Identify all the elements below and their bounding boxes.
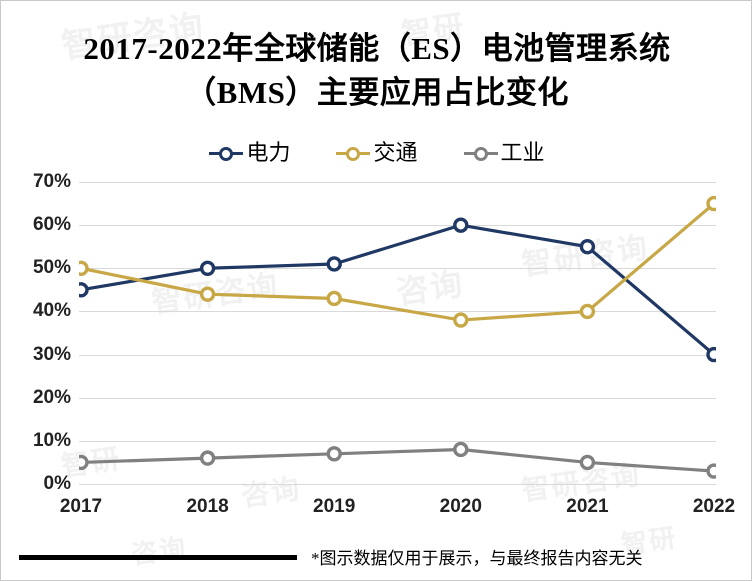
data-point-marker[interactable]: [579, 239, 596, 255]
data-point-marker[interactable]: [326, 290, 342, 307]
series-交通: [79, 201, 716, 322]
y-axis-labels: 0% 10% 20% 30% 40% 50% 60% 70%: [1, 171, 71, 494]
x-axis-tick-label: 2017: [59, 496, 103, 517]
series-电力: [79, 223, 716, 357]
legend-label: 电力: [246, 140, 291, 165]
data-point-marker[interactable]: [706, 195, 716, 212]
plot-area: [79, 182, 716, 485]
legend-label: 交通: [373, 140, 418, 165]
legend-item-industry[interactable]: 工业: [463, 140, 545, 165]
y-axis-tick-label: 30%: [32, 343, 71, 365]
chart-legend: 电力 交通 工业: [1, 140, 751, 165]
legend-label: 工业: [500, 140, 545, 165]
series-工业: [79, 447, 716, 473]
data-point-marker[interactable]: [579, 454, 596, 471]
gridline: [79, 440, 716, 442]
gridline: [79, 182, 716, 183]
series-lines: [79, 195, 716, 479]
y-axis-tick-label: 70%: [32, 171, 71, 192]
footer-rule: [19, 555, 297, 560]
y-axis-tick-label: 10%: [32, 429, 71, 451]
data-point-marker[interactable]: [706, 346, 716, 363]
gridline: [79, 268, 716, 270]
data-point-marker[interactable]: [453, 217, 469, 233]
data-point-marker[interactable]: [579, 303, 596, 320]
gridline: [79, 225, 716, 227]
data-point-marker[interactable]: [199, 450, 216, 466]
data-point-marker[interactable]: [326, 256, 342, 272]
y-axis-tick-label: 0%: [43, 473, 71, 494]
gridline: [79, 397, 716, 399]
gridline: [79, 311, 716, 313]
footnote-text: *图示数据仅用于展示，与最终报告内容无关: [311, 549, 643, 568]
x-axis-tick-label: 2019: [313, 496, 356, 517]
series-line: [79, 201, 716, 322]
x-axis-tick-label: 2022: [692, 496, 736, 517]
legend-item-transport[interactable]: 交通: [336, 140, 418, 165]
x-axis-tick-label: 2018: [186, 496, 229, 517]
legend-item-power[interactable]: 电力: [209, 142, 290, 164]
y-axis-tick-label: 60%: [32, 214, 71, 236]
legend-marker-icon: [463, 145, 498, 161]
data-point-marker[interactable]: [706, 463, 716, 479]
data-point-marker[interactable]: [79, 454, 89, 471]
legend-marker-icon: [209, 145, 244, 161]
data-point-marker[interactable]: [79, 260, 89, 276]
x-axis-tick-label: 2021: [566, 496, 609, 517]
page-title-line2: （BMS）主要应用占比变化: [185, 75, 569, 111]
data-point-marker[interactable]: [199, 260, 216, 276]
series-line: [79, 223, 716, 357]
data-point-marker[interactable]: [453, 441, 469, 458]
data-point-marker[interactable]: [79, 282, 89, 298]
series-line: [79, 447, 716, 473]
y-axis-tick-label: 40%: [32, 300, 71, 322]
data-point-marker[interactable]: [199, 286, 216, 302]
page-title: 2017-2022年全球储能（ES）电池管理系统 （BMS）主要应用占比变化: [1, 27, 751, 115]
data-point-marker[interactable]: [326, 446, 342, 462]
gridline: [79, 484, 716, 485]
legend-marker-icon: [336, 145, 371, 161]
y-axis-tick-label: 50%: [32, 257, 71, 279]
data-point-marker[interactable]: [453, 312, 469, 328]
x-axis-tick-label: 2020: [439, 496, 482, 517]
page-title-line1: 2017-2022年全球储能（ES）电池管理系统: [83, 31, 671, 66]
gridline: [79, 354, 716, 356]
x-axis-labels: 2017 2018 2019 2020 2021 2022: [60, 496, 735, 526]
y-axis-tick-label: 20%: [32, 386, 71, 408]
watermark: 咨询: [129, 533, 190, 570]
